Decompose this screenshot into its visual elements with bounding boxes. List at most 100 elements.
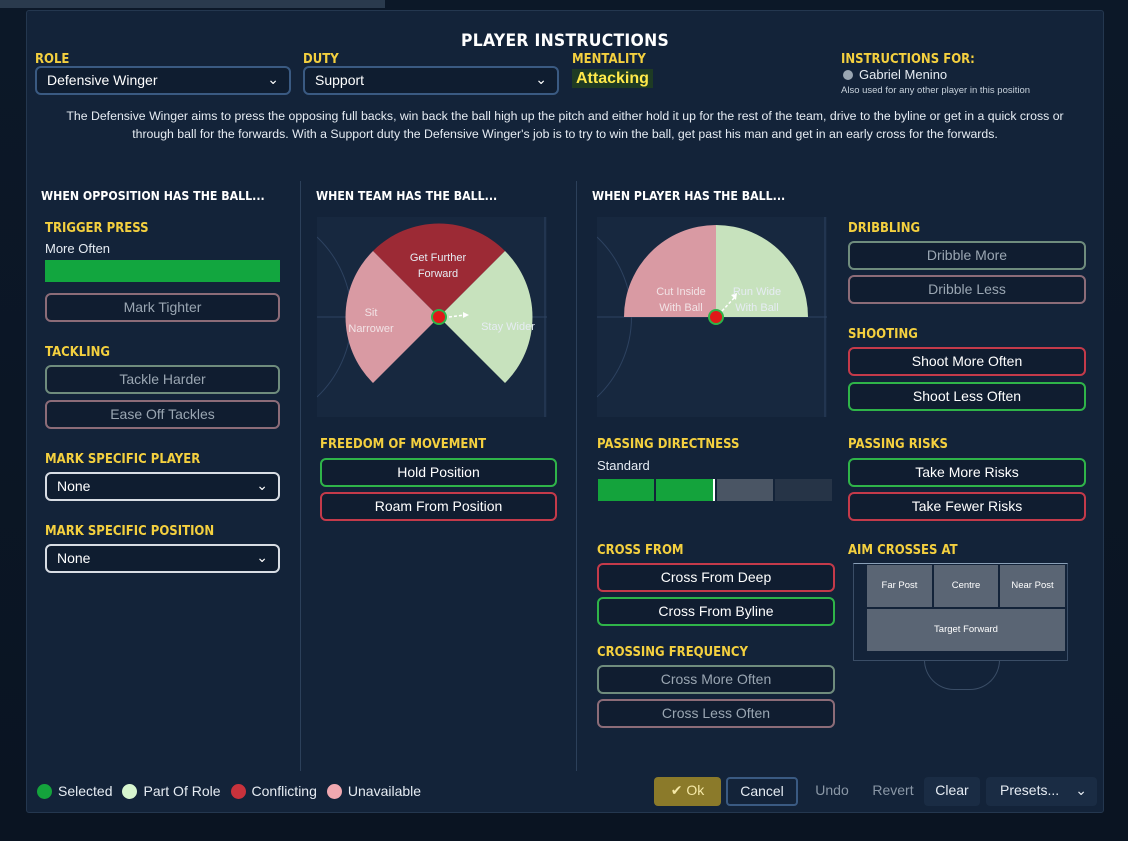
take-more-risks-button[interactable]: Take More Risks xyxy=(848,458,1086,487)
person-icon xyxy=(843,69,853,80)
ease-off-tackles-button[interactable]: Ease Off Tackles xyxy=(45,400,280,429)
passing-risks-label: PASSING RISKS xyxy=(848,437,948,452)
cross-more-often-button[interactable]: Cross More Often xyxy=(597,665,835,694)
player-name: Gabriel Menino xyxy=(859,67,948,82)
penalty-arc xyxy=(924,660,1000,690)
aim-crosses-label: AIM CROSSES AT xyxy=(848,543,958,558)
chevron-down-icon: ⌄ xyxy=(1075,782,1087,798)
further-forward-label: Get Further Forward xyxy=(393,250,483,282)
team-wheel-graphic xyxy=(316,217,547,417)
selected-dot-icon xyxy=(37,783,52,799)
mentality-label: MENTALITY xyxy=(572,52,646,67)
mark-player-label: MARK SPECIFIC PLAYER xyxy=(45,452,201,467)
further-forward-line1: Get Further xyxy=(409,252,467,264)
legend-unavailable: Unavailable xyxy=(326,783,422,799)
cross-from-deep-button[interactable]: Cross From Deep xyxy=(597,563,835,592)
duty-select[interactable]: Support ⌄ xyxy=(303,66,559,95)
player-movement-wheel[interactable]: Cut Inside With Ball Run Wide With Ball xyxy=(596,217,827,417)
centre-option[interactable]: Centre xyxy=(934,565,998,607)
sit-narrower-line2: Narrower xyxy=(348,323,394,335)
presets-text: Presets... xyxy=(1000,782,1060,798)
further-forward-line2: Forward xyxy=(417,268,459,280)
directness-segment xyxy=(775,479,832,501)
trigger-press-bar[interactable] xyxy=(45,260,280,282)
cross-from-byline-button[interactable]: Cross From Byline xyxy=(597,597,835,626)
chevron-down-icon: ⌄ xyxy=(267,71,279,87)
mark-player-select[interactable]: None ⌄ xyxy=(45,472,280,501)
dribble-more-button[interactable]: Dribble More xyxy=(848,241,1086,270)
directness-marker xyxy=(713,479,715,501)
cancel-button[interactable]: Cancel xyxy=(726,777,798,806)
team-heading: WHEN TEAM HAS THE BALL... xyxy=(316,188,498,203)
trigger-press-value: More Often xyxy=(45,241,111,256)
mark-position-value: None xyxy=(57,550,91,566)
near-post-option[interactable]: Near Post xyxy=(1000,565,1065,607)
role-value: Defensive Winger xyxy=(47,72,158,88)
legend-selected: Selected xyxy=(37,783,112,799)
column-divider xyxy=(576,181,577,771)
take-fewer-risks-button[interactable]: Take Fewer Risks xyxy=(848,492,1086,521)
cut-inside-line1: Cut Inside xyxy=(656,286,706,298)
chevron-down-icon: ⌄ xyxy=(256,549,268,565)
ok-text: Ok xyxy=(686,782,705,798)
dribble-less-button[interactable]: Dribble Less xyxy=(848,275,1086,304)
background-bar xyxy=(0,0,385,8)
mark-player-value: None xyxy=(57,478,91,494)
revert-button[interactable]: Revert xyxy=(872,782,914,798)
chevron-down-icon: ⌄ xyxy=(535,71,547,87)
undo-button[interactable]: Undo xyxy=(815,782,849,798)
player-heading: WHEN PLAYER HAS THE BALL... xyxy=(592,188,786,203)
column-divider xyxy=(300,181,301,771)
cut-inside-segment xyxy=(624,225,716,317)
part-of-role-dot-icon xyxy=(122,783,138,799)
passing-directness-value: Standard xyxy=(597,458,650,473)
duty-value: Support xyxy=(315,72,365,88)
directness-segment xyxy=(598,479,654,501)
trigger-press-label: TRIGGER PRESS xyxy=(45,221,149,236)
target-forward-option[interactable]: Target Forward xyxy=(867,609,1065,651)
mark-tighter-button[interactable]: Mark Tighter xyxy=(45,293,280,322)
legend-part: Part Of Role xyxy=(122,783,221,799)
legend-selected-text: Selected xyxy=(58,783,113,799)
directness-segment xyxy=(717,479,773,501)
legend-part-text: Part Of Role xyxy=(143,783,221,799)
crossing-frequency-label: CROSSING FREQUENCY xyxy=(597,645,748,660)
shoot-more-often-button[interactable]: Shoot More Often xyxy=(848,347,1086,376)
duty-label: DUTY xyxy=(303,52,339,67)
tackle-harder-button[interactable]: Tackle Harder xyxy=(45,365,280,394)
mark-position-label: MARK SPECIFIC POSITION xyxy=(45,524,215,539)
sit-narrower-label: Sit Narrower xyxy=(341,305,401,337)
cross-from-label: CROSS FROM xyxy=(597,543,684,558)
run-wide-label: Run Wide With Ball xyxy=(717,284,797,316)
cross-less-often-button[interactable]: Cross Less Often xyxy=(597,699,835,728)
mentality-value: Attacking xyxy=(572,69,653,88)
player-wheel-graphic xyxy=(596,217,827,417)
ok-button[interactable]: ✔ Ok xyxy=(654,777,721,806)
stay-wider-segment xyxy=(439,251,533,383)
directness-segment xyxy=(656,479,713,501)
chevron-down-icon: ⌄ xyxy=(256,477,268,493)
run-wide-line2: With Ball xyxy=(735,302,779,314)
player-name-row: Gabriel Menino xyxy=(843,67,947,82)
mentality-text: Attacking xyxy=(572,69,653,88)
role-select[interactable]: Defensive Winger ⌄ xyxy=(35,66,291,95)
run-wide-segment xyxy=(716,225,808,317)
mark-position-select[interactable]: None ⌄ xyxy=(45,544,280,573)
cut-inside-line2: With Ball xyxy=(659,302,703,314)
clear-button[interactable]: Clear xyxy=(924,777,980,806)
freedom-label: FREEDOM OF MOVEMENT xyxy=(320,437,487,452)
roam-from-position-button[interactable]: Roam From Position xyxy=(320,492,557,521)
role-label: ROLE xyxy=(35,52,70,67)
shoot-less-often-button[interactable]: Shoot Less Often xyxy=(848,382,1086,411)
hold-position-button[interactable]: Hold Position xyxy=(320,458,557,487)
legend-unavailable-text: Unavailable xyxy=(347,783,422,799)
instructions-note: Also used for any other player in this p… xyxy=(841,85,1031,96)
presets-button[interactable]: Presets... ⌄ xyxy=(986,777,1097,806)
legend-conflicting: Conflicting xyxy=(230,783,317,799)
far-post-option[interactable]: Far Post xyxy=(867,565,932,607)
cut-inside-label: Cut Inside With Ball xyxy=(641,284,721,316)
team-position-wheel[interactable]: Get Further Forward Sit Narrower Stay Wi… xyxy=(316,217,547,417)
passing-directness-label: PASSING DIRECTNESS xyxy=(597,437,740,452)
shooting-label: SHOOTING xyxy=(848,327,918,342)
legend: Selected Part Of Role Conflicting Unavai… xyxy=(37,783,431,799)
